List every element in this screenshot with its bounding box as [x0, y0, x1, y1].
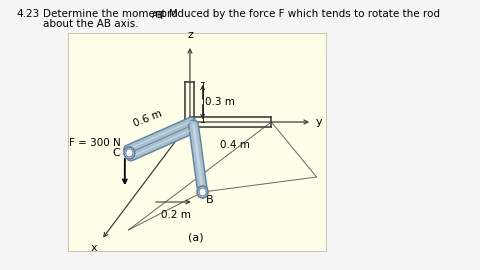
Circle shape	[199, 188, 206, 196]
Text: AB: AB	[152, 11, 164, 20]
Text: y: y	[316, 117, 322, 127]
FancyBboxPatch shape	[68, 33, 325, 251]
Text: about the AB axis.: about the AB axis.	[43, 19, 138, 29]
Circle shape	[126, 149, 133, 157]
Text: 0.4 m: 0.4 m	[220, 140, 250, 150]
Circle shape	[197, 186, 208, 198]
Text: (a): (a)	[189, 233, 204, 243]
Text: C: C	[112, 148, 120, 158]
Text: 0.3 m: 0.3 m	[205, 97, 235, 107]
Text: 0.2 m: 0.2 m	[160, 210, 191, 220]
Text: F = 300 N: F = 300 N	[69, 138, 120, 148]
Text: z: z	[187, 30, 193, 40]
Circle shape	[124, 147, 135, 159]
Text: A: A	[173, 127, 181, 137]
Text: x: x	[91, 243, 98, 253]
Text: 0.6 m: 0.6 m	[132, 109, 163, 129]
Text: Determine the moment M: Determine the moment M	[43, 9, 177, 19]
Text: B: B	[206, 195, 214, 205]
Text: produced by the force F which tends to rotate the rod: produced by the force F which tends to r…	[157, 9, 440, 19]
Text: 4.23: 4.23	[16, 9, 39, 19]
